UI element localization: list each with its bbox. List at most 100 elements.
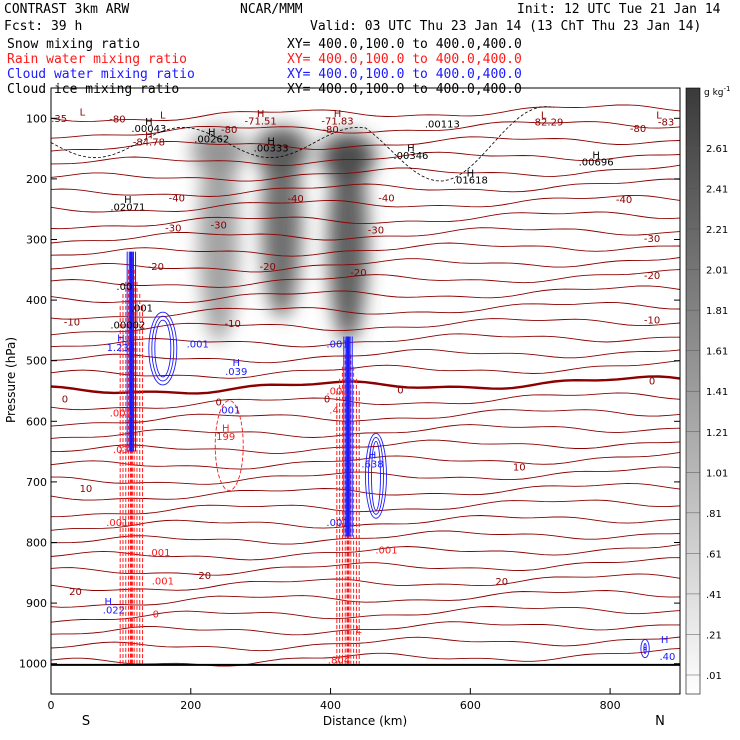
contour-label: 0	[324, 395, 330, 406]
colorbar-tick-label: 1.21	[706, 428, 728, 439]
contour-label: -40	[616, 195, 632, 206]
isotherm-line	[51, 621, 680, 636]
contour-label: -20	[259, 262, 275, 273]
colorbar-tick-label: .41	[706, 590, 722, 601]
isotherm-line	[51, 647, 680, 667]
contour-label: .001	[148, 548, 170, 559]
colorbar-tick-label: .81	[706, 509, 722, 520]
south-label: S	[82, 714, 90, 729]
x-tick-label: 0	[48, 699, 55, 712]
colorbar-tick-label: 1.61	[706, 347, 728, 358]
contour-label: .00346	[393, 151, 428, 162]
contour-label: .40	[659, 652, 675, 663]
contour-label: L	[80, 107, 86, 118]
colorbar-tick-label: 1.01	[706, 468, 728, 479]
isotherm-line	[51, 375, 680, 395]
isotherm-line	[51, 285, 680, 303]
contour-label: H	[407, 144, 415, 155]
contour-label: .001	[326, 518, 348, 529]
contour-label: .00113	[425, 119, 460, 130]
y-tick-label: 400	[26, 294, 47, 307]
isotherm-line	[51, 104, 680, 123]
colorbar-tick-label: 2.21	[706, 225, 728, 236]
y-tick-label: 1000	[19, 658, 47, 671]
y-tick-label: 100	[26, 112, 47, 125]
contour-label: 199	[216, 432, 235, 443]
isotherm-line	[51, 333, 680, 348]
isotherm-line	[51, 211, 680, 230]
contour-label: .001	[375, 545, 397, 556]
contour-label: H	[232, 358, 240, 369]
x-tick-label: 400	[320, 699, 341, 712]
isotherm-line	[51, 544, 680, 561]
cloud-ice-legend-xy: XY= 400.0,100.0 to 400.0,400.0	[287, 82, 522, 97]
y-tick-label: 500	[26, 355, 47, 368]
isotherm-line	[51, 439, 680, 454]
isotherm-line	[51, 121, 680, 139]
contour-label: .039	[225, 367, 247, 378]
colorbar-ticks: 2.61 2.41 2.21 2.01 1.81 1.61 1.41 1.21 1.01 .81.…	[686, 144, 728, 682]
contour-label: H	[467, 168, 475, 179]
contour-label: .00	[116, 282, 132, 293]
contour-label: .03	[113, 445, 129, 456]
isotherm-line	[51, 530, 680, 545]
isotherm-line	[51, 499, 680, 518]
contour-label: .00043	[131, 124, 166, 135]
contour-label: H	[208, 127, 216, 138]
contour-label: 10	[80, 484, 93, 495]
contour-label: .001	[218, 405, 240, 416]
contour-label: .001	[187, 339, 209, 350]
cloud-water-loop	[365, 432, 387, 519]
model-name: CONTRAST 3km ARW	[4, 2, 130, 17]
contour-label: -83	[658, 118, 674, 129]
cloud-water-loop	[151, 315, 175, 382]
contour-label: H	[105, 597, 113, 608]
contour-label: -20	[644, 271, 660, 282]
isotherm-line	[51, 269, 680, 288]
isotherm-line	[51, 178, 680, 197]
contour-label: -83.35	[35, 114, 67, 125]
contour-label: H	[222, 424, 230, 435]
contour-label: 0	[153, 610, 159, 621]
contour-label: -20	[350, 268, 366, 279]
contour-label: -40	[169, 193, 185, 204]
contour-label: H	[257, 109, 265, 120]
colorbar-tick-label: .61	[706, 549, 722, 560]
contour-label: 0	[649, 376, 655, 387]
x-axis-label: Distance (km)	[323, 714, 407, 728]
contour-label: -82.29	[531, 118, 563, 129]
contour-label: H	[145, 117, 153, 128]
cloud-water-legend-label: Cloud water mixing ratio	[7, 67, 195, 82]
contour-label: .001	[326, 387, 348, 398]
contour-label: L	[160, 110, 166, 121]
isotherm-line	[51, 482, 680, 501]
y-tick-label: 300	[26, 234, 47, 247]
isotherm-line	[51, 409, 680, 427]
forecast-hour: Fcst: 39 h	[4, 19, 83, 34]
contour-label: L	[541, 110, 547, 121]
isotherm-line	[51, 136, 680, 152]
isotherm-line	[51, 360, 680, 379]
snow-legend-xy: XY= 400.0,100.0 to 400.0,400.0	[287, 37, 522, 52]
rain-legend-xy: XY= 400.0,100.0 to 400.0,400.0	[287, 52, 522, 67]
cloud-ice-legend-label: Cloud ice mixing ratio	[7, 82, 180, 97]
contour-label: H	[334, 109, 342, 120]
contour-label: H	[117, 333, 125, 344]
contour-label: H	[267, 136, 275, 147]
contour-label: .02071	[110, 202, 145, 213]
isotherm-line	[51, 606, 680, 623]
y-tick-label: 700	[26, 476, 47, 489]
contour-label: -10	[64, 318, 80, 329]
init-time: Init: 12 UTC Tue 21 Jan 14	[517, 2, 721, 17]
snow-core-0	[198, 130, 239, 343]
isotherm-line	[51, 318, 680, 336]
contour-label: .001	[131, 304, 153, 315]
cloud-water-loop	[148, 311, 178, 386]
contour-label: .00333	[254, 144, 289, 155]
contour-label: 1.234	[107, 343, 136, 354]
contour-label: .4	[329, 405, 339, 416]
isotherm-line	[51, 573, 680, 591]
cloud-water-loop	[371, 440, 381, 511]
isotherm-line	[51, 424, 680, 439]
